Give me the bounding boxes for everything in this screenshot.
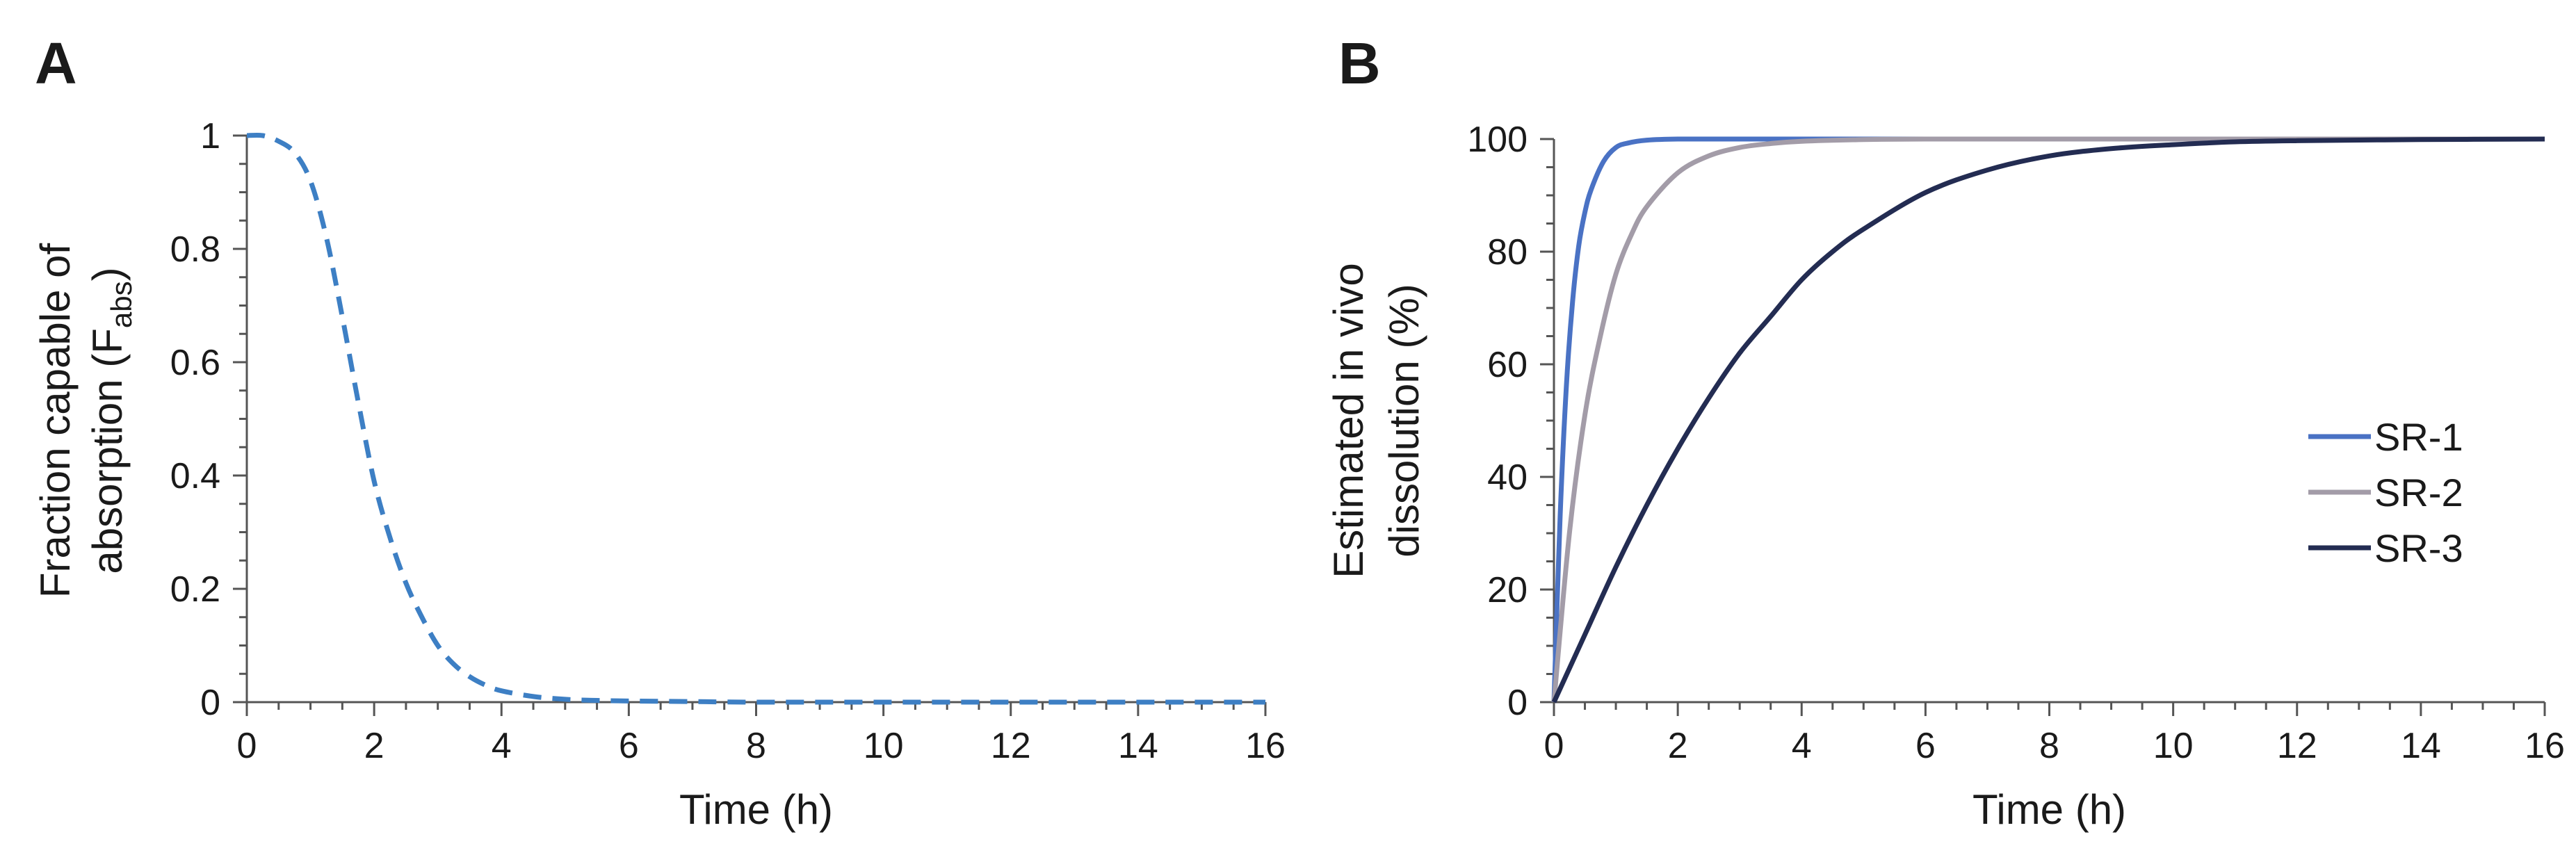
y-tick-label: 0.6 bbox=[170, 343, 220, 383]
x-tick-label: 10 bbox=[864, 726, 904, 766]
x-tick-label: 8 bbox=[2039, 726, 2059, 766]
legend-label-sr-3: SR-3 bbox=[2374, 526, 2463, 570]
panel-a-y-axis-title-close: ) bbox=[84, 267, 131, 281]
x-tick-label: 16 bbox=[1245, 726, 1286, 766]
panel-b: B Estimated in vivo dissolution (%) Time… bbox=[1325, 31, 2565, 833]
y-tick-label: 0 bbox=[200, 683, 220, 723]
x-tick-label: 2 bbox=[364, 726, 384, 766]
series-line-sr-3 bbox=[1551, 136, 2545, 704]
series-line-sr-2 bbox=[1551, 136, 2545, 703]
panel-a-y-axis-title-line2: absorption (Fabs) bbox=[84, 267, 138, 574]
legend-label-sr-2: SR-2 bbox=[2374, 471, 2463, 514]
x-tick-label: 0 bbox=[1544, 726, 1564, 766]
panel-a-y-axis-title-line1: Fraction capable of bbox=[32, 243, 79, 599]
y-tick-label: 60 bbox=[1487, 345, 1528, 385]
x-tick-label: 12 bbox=[2277, 726, 2317, 766]
x-tick-label: 16 bbox=[2525, 726, 2565, 766]
legend-label-sr-1: SR-1 bbox=[2374, 415, 2463, 459]
panel-b-x-axis-title: Time (h) bbox=[1972, 786, 2126, 833]
panel-a-letter: A bbox=[35, 31, 77, 96]
panel-b-letter: B bbox=[1338, 31, 1381, 96]
panel-b-y-axis-title-line1: Estimated in vivo bbox=[1325, 263, 1372, 578]
panel-a-axes: 0 2 4 6 8 10 12 14 16 0 0.2 0.4 0.6 0.8 1 bbox=[170, 116, 1286, 766]
panel-a-x-axis-title: Time (h) bbox=[679, 786, 833, 833]
x-tick-label: 0 bbox=[237, 726, 257, 766]
x-tick-label: 4 bbox=[492, 726, 512, 766]
series-line-fabs bbox=[246, 132, 1265, 705]
x-tick-label: 12 bbox=[991, 726, 1031, 766]
panel-a-y-axis-title-main: absorption (F bbox=[84, 328, 131, 574]
y-tick-label: 40 bbox=[1487, 457, 1528, 498]
x-tick-label: 6 bbox=[1915, 726, 1936, 766]
panel-a: A Fraction capable of absorption (Fabs) … bbox=[32, 31, 1286, 833]
y-tick-label: 0.4 bbox=[170, 456, 220, 496]
panel-a-y-axis-title-subscript: abs bbox=[105, 281, 138, 328]
y-tick-label: 80 bbox=[1487, 232, 1528, 273]
x-tick-label: 6 bbox=[619, 726, 639, 766]
y-tick-label: 0.2 bbox=[170, 569, 220, 610]
x-tick-label: 14 bbox=[2401, 726, 2441, 766]
panel-b-y-axis-title-line2: dissolution (%) bbox=[1381, 284, 1427, 558]
x-tick-label: 4 bbox=[1792, 726, 1812, 766]
panel-a-series bbox=[246, 132, 1265, 705]
x-tick-label: 10 bbox=[2153, 726, 2194, 766]
y-tick-label: 0.8 bbox=[170, 229, 220, 270]
y-tick-label: 100 bbox=[1467, 120, 1528, 160]
panel-b-axes: 0 2 4 6 8 10 12 14 16 0 20 40 60 80 100 bbox=[1467, 120, 2565, 766]
panel-b-series bbox=[1551, 136, 2545, 704]
panel-b-legend: SR-1 SR-2 SR-3 bbox=[2308, 415, 2463, 570]
x-tick-label: 2 bbox=[1668, 726, 1688, 766]
y-tick-label: 20 bbox=[1487, 570, 1528, 610]
y-tick-label: 0 bbox=[1507, 683, 1528, 723]
x-tick-label: 14 bbox=[1118, 726, 1158, 766]
x-tick-label: 8 bbox=[746, 726, 766, 766]
y-tick-label: 1 bbox=[200, 116, 220, 156]
